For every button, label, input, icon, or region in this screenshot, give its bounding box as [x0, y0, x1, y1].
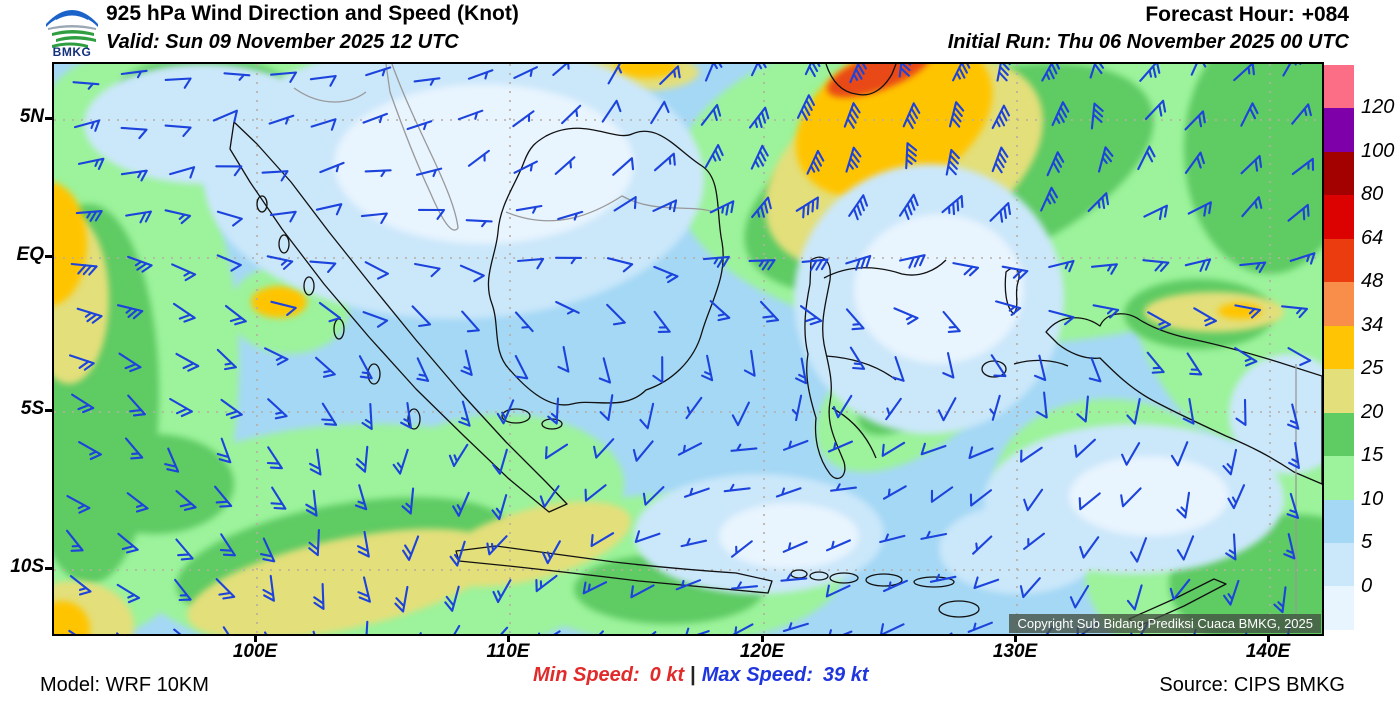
lat-tick-mark: [45, 567, 53, 570]
colorbar-label: 120: [1361, 96, 1395, 119]
lat-tick-label: EQ: [16, 244, 44, 265]
lon-tick-label: 100E: [232, 641, 278, 662]
lat-tick-mark: [45, 255, 53, 258]
colorbar-label: 20: [1361, 400, 1384, 423]
bmkg-logo-icon: [46, 10, 98, 48]
initial-run: Initial Run: Thu 06 November 2025 00 UTC: [947, 31, 1349, 53]
min-speed-value: 0 kt: [649, 664, 685, 686]
lon-tick-label: 140E: [1245, 641, 1291, 662]
lon-tick-label: 110E: [486, 641, 530, 662]
lon-tick-label: 120E: [739, 641, 785, 662]
lon-tick-mark: [1014, 634, 1017, 642]
lat-tick-label: 5N: [19, 106, 44, 127]
colorbar-label: 100: [1361, 139, 1395, 162]
coastlines-foreign: [293, 64, 1297, 624]
forecast-hour: Forecast Hour: +084: [1145, 3, 1349, 27]
speed-region-E94A16: [826, 64, 932, 98]
colorbar-segment: [1324, 499, 1354, 543]
colorbar-segment: [1324, 108, 1354, 152]
colorbar-label: 80: [1361, 183, 1384, 206]
bmkg-logo: BMKG: [42, 2, 102, 59]
colorbar-segment: [1324, 325, 1354, 370]
forecast-hour-label: Forecast Hour:: [1145, 3, 1295, 26]
lon-tick-mark: [254, 634, 257, 642]
colorbar-label: 5: [1361, 531, 1373, 554]
wind-barbs: [65, 64, 1316, 634]
page-title: 925 hPa Wind Direction and Speed (Knot): [106, 2, 519, 25]
lon-tick-label: 130E: [992, 641, 1038, 662]
colorbar-segment: [1324, 282, 1354, 326]
colorbar-segment: [1324, 369, 1354, 413]
lat-tick-mark: [45, 117, 53, 120]
valid-time: Valid: Sun 09 November 2025 12 UTC: [106, 31, 459, 53]
colorbar-segment: [1324, 65, 1354, 109]
colorbar-segment: [1324, 238, 1354, 283]
max-speed-value: 39 kt: [822, 664, 869, 686]
colorbar-label: 48: [1361, 270, 1384, 293]
max-speed-label: Max Speed:: [701, 664, 813, 686]
lon-tick-mark: [761, 634, 764, 642]
colorbar-segment: [1324, 586, 1354, 630]
speed-region-E8F4FE: [334, 84, 1229, 569]
coastlines-indonesia: [229, 64, 1322, 627]
colorbar-label: 10: [1361, 487, 1384, 510]
forecast-hour-value: +084: [1301, 3, 1349, 26]
colorbar-segment: [1324, 542, 1354, 587]
source-label: Source: CIPS BMKG: [1159, 674, 1345, 696]
colorbar-label: 15: [1361, 444, 1384, 467]
copyright-notice: Copyright Sub Bidang Prediksi Cuaca BMKG…: [1009, 614, 1321, 633]
map-canvas: Copyright Sub Bidang Prediksi Cuaca BMKG…: [52, 62, 1324, 636]
colorbar-segment: [1324, 151, 1354, 196]
bmkg-logo-text: BMKG: [52, 45, 92, 59]
speed-summary: Min Speed: 0 kt | Max Speed: 39 kt: [533, 664, 869, 687]
colorbar-segment: [1324, 412, 1354, 457]
lon-tick-mark: [507, 634, 510, 642]
colorbar-label: 64: [1361, 226, 1384, 249]
lon-tick-mark: [1267, 634, 1270, 642]
lat-tick-mark: [45, 409, 53, 412]
colorbar-segment: [1324, 456, 1354, 500]
colorbar-segment: [1324, 195, 1354, 239]
min-speed-label: Min Speed:: [533, 664, 640, 686]
wind-field-map: [54, 64, 1322, 634]
lat-tick-label: 10S: [10, 556, 44, 577]
colorbar-legend: [1324, 65, 1354, 630]
colorbar-label: 0: [1361, 574, 1373, 597]
colorbar-label: 25: [1361, 357, 1384, 380]
speed-separator: |: [690, 664, 696, 686]
colorbar-label: 34: [1361, 313, 1384, 336]
model-label: Model: WRF 10KM: [40, 674, 209, 696]
lat-tick-label: 5S: [20, 398, 44, 419]
